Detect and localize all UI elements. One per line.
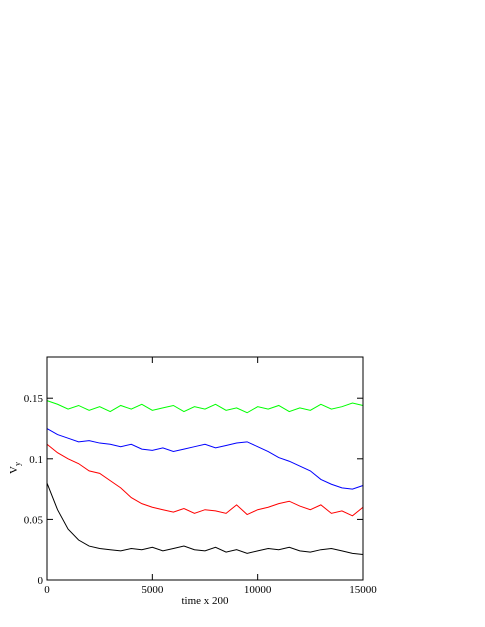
series-line [46, 400, 364, 414]
x-tick-label: 15000 [349, 584, 377, 596]
series-line [46, 443, 364, 517]
y-axis-label-main: V [8, 466, 20, 474]
y-tick-label: 0.15 [24, 393, 44, 405]
plot-frame [46, 356, 364, 581]
x-axis-label: time x 200 [181, 595, 229, 607]
series-line [46, 482, 364, 556]
y-axis-label-sub: y [13, 462, 22, 466]
x-tick-label: 10000 [244, 584, 272, 596]
y-axis-label: Vy [8, 462, 22, 474]
series-line [46, 428, 364, 490]
y-tick-label: 0.05 [24, 514, 44, 526]
y-tick-label: 0.1 [29, 454, 43, 466]
y-tick-label: 0 [38, 575, 44, 587]
x-tick-label: 5000 [141, 584, 164, 596]
x-tick-label: 0 [44, 584, 50, 596]
